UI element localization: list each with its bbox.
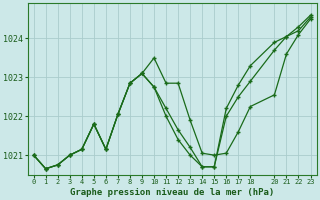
X-axis label: Graphe pression niveau de la mer (hPa): Graphe pression niveau de la mer (hPa) bbox=[70, 188, 274, 197]
